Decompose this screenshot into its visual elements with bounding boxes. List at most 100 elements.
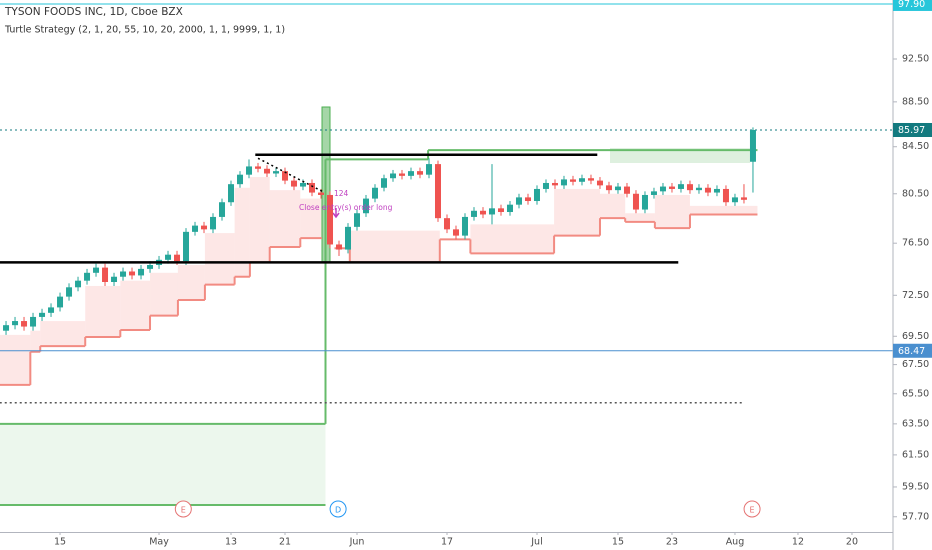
stop-fill bbox=[300, 198, 322, 239]
stop-fill bbox=[150, 272, 178, 316]
candle-body bbox=[129, 271, 136, 276]
candle-body bbox=[542, 182, 549, 189]
stop-fill bbox=[177, 264, 205, 300]
order-arrow bbox=[332, 208, 340, 219]
x-tick-label: 17 bbox=[441, 537, 453, 548]
candle-body bbox=[434, 164, 441, 219]
candle-body bbox=[722, 188, 729, 203]
y-tick-label: 84.50 bbox=[902, 141, 929, 152]
candle-body bbox=[102, 267, 109, 282]
candle-body bbox=[273, 171, 280, 174]
candle-body bbox=[749, 129, 756, 162]
candle-body bbox=[354, 213, 361, 227]
candle-body bbox=[228, 184, 235, 203]
candle-body bbox=[282, 171, 289, 181]
stop-fill bbox=[599, 193, 626, 219]
fill-layer bbox=[0, 177, 758, 506]
candle-body bbox=[506, 204, 513, 213]
stop-fill bbox=[269, 190, 301, 248]
candle-body bbox=[210, 216, 217, 230]
candle-body bbox=[39, 312, 46, 317]
candle-body bbox=[327, 194, 334, 245]
event-marker bbox=[174, 500, 192, 518]
candle-body bbox=[30, 316, 37, 327]
candle-body bbox=[452, 229, 459, 236]
candle-body bbox=[183, 231, 190, 262]
stop-fill bbox=[689, 205, 758, 215]
candle-body bbox=[3, 325, 10, 331]
stop-fill bbox=[204, 233, 235, 285]
candle-body bbox=[138, 268, 145, 276]
x-tick-label: 15 bbox=[54, 537, 66, 548]
event-marker bbox=[743, 500, 761, 518]
candle-body bbox=[48, 307, 55, 313]
candle-body bbox=[731, 197, 738, 203]
candle-body bbox=[632, 193, 639, 210]
y-tick-label: 61.50 bbox=[902, 449, 929, 460]
candle-body bbox=[93, 267, 100, 273]
candle-body bbox=[201, 225, 208, 230]
price-label-box bbox=[893, 343, 932, 358]
x-tick-label: 21 bbox=[279, 537, 291, 548]
price-axis-panel bbox=[893, 0, 932, 550]
chart-title: TYSON FOODS INC, 1D, Cboe BZX bbox=[4, 6, 183, 18]
candle-body bbox=[704, 187, 711, 193]
candle-body bbox=[237, 174, 244, 185]
candle-body bbox=[309, 182, 316, 193]
candle-body bbox=[479, 210, 486, 215]
candle-body bbox=[596, 180, 603, 186]
candle-body bbox=[569, 179, 576, 182]
stop-fill bbox=[349, 230, 440, 263]
y-tick-label: 69.50 bbox=[902, 331, 929, 342]
candle-body bbox=[443, 218, 450, 230]
stop-fill bbox=[0, 334, 31, 385]
candle-body bbox=[407, 171, 414, 176]
x-tick-label: 13 bbox=[225, 537, 237, 548]
candle-body bbox=[605, 185, 612, 191]
y-tick-label: 76.50 bbox=[902, 238, 929, 249]
event-label: E bbox=[750, 506, 755, 515]
candle-body bbox=[12, 321, 19, 326]
candle-body bbox=[246, 166, 253, 175]
price-label: 97.90 bbox=[898, 0, 925, 10]
annotation: Close entry(s) order long bbox=[299, 203, 393, 212]
candle-body bbox=[192, 225, 199, 232]
price-label: 85.97 bbox=[898, 125, 925, 136]
candle-body bbox=[497, 208, 504, 213]
candle-body bbox=[111, 276, 118, 282]
event-label: D bbox=[335, 506, 341, 515]
candle-body bbox=[372, 187, 379, 199]
candle-body bbox=[578, 178, 585, 182]
y-tick-label: 63.50 bbox=[902, 418, 929, 429]
candle-body bbox=[21, 321, 28, 327]
candle-body bbox=[336, 244, 343, 250]
stop-fill bbox=[554, 188, 600, 236]
chart-subtitle: Turtle Strategy (2, 1, 20, 55, 10, 20, 2… bbox=[4, 25, 285, 36]
x-tick-label: Aug bbox=[726, 537, 745, 548]
y-tick-label: 57.70 bbox=[902, 511, 929, 522]
candle-body bbox=[425, 164, 432, 175]
candle-body bbox=[677, 184, 684, 189]
y-tick-label: 67.50 bbox=[902, 359, 929, 370]
stop-fill bbox=[40, 321, 86, 347]
candle-body bbox=[470, 210, 477, 217]
stop-fill bbox=[625, 213, 655, 222]
candle-body bbox=[66, 287, 73, 297]
event-label: E bbox=[181, 506, 186, 515]
x-tick-label: Jun bbox=[349, 537, 365, 548]
y-tick-label: 65.50 bbox=[902, 388, 929, 399]
candle-body bbox=[147, 264, 154, 269]
candle-body bbox=[84, 272, 91, 281]
candle-body bbox=[165, 254, 172, 260]
candle-body bbox=[524, 197, 531, 202]
candle-body bbox=[668, 186, 675, 189]
candle-body bbox=[623, 186, 630, 194]
candle-body bbox=[587, 178, 594, 181]
candle-body bbox=[533, 188, 540, 202]
candle-body bbox=[659, 186, 666, 192]
candle-body bbox=[120, 271, 127, 277]
x-tick-label: 20 bbox=[846, 537, 858, 548]
candle-body bbox=[264, 168, 271, 174]
stop-fill bbox=[470, 224, 555, 254]
